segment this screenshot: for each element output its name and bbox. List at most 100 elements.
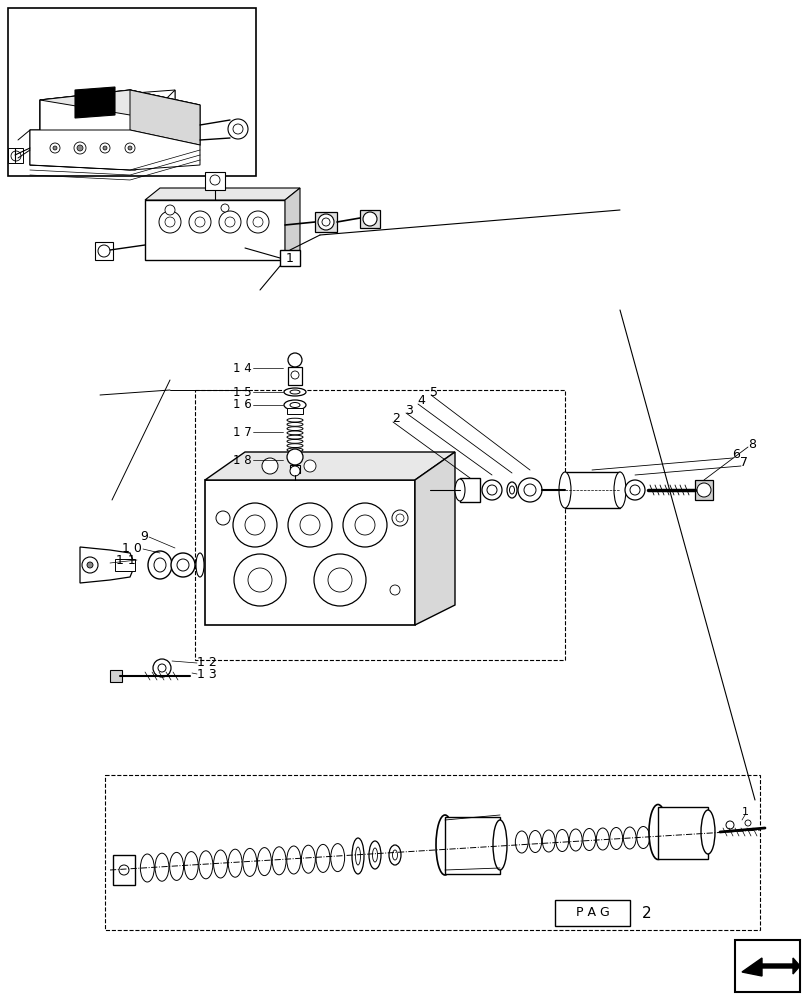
Bar bbox=[445, 817, 500, 874]
Ellipse shape bbox=[493, 820, 507, 870]
Bar bbox=[288, 367, 302, 385]
Circle shape bbox=[50, 143, 60, 153]
Text: 2: 2 bbox=[642, 906, 652, 920]
Ellipse shape bbox=[649, 804, 667, 859]
Circle shape bbox=[262, 458, 278, 474]
Ellipse shape bbox=[287, 431, 303, 435]
Bar bbox=[287, 408, 303, 414]
Circle shape bbox=[125, 143, 135, 153]
Ellipse shape bbox=[583, 828, 595, 850]
Ellipse shape bbox=[141, 854, 154, 882]
Text: 1 4: 1 4 bbox=[234, 361, 252, 374]
Circle shape bbox=[98, 245, 110, 257]
Circle shape bbox=[153, 659, 171, 677]
Bar bbox=[115, 559, 135, 571]
Circle shape bbox=[253, 217, 263, 227]
Ellipse shape bbox=[301, 845, 315, 873]
Text: 2: 2 bbox=[392, 412, 400, 426]
Ellipse shape bbox=[369, 841, 381, 869]
Circle shape bbox=[233, 503, 277, 547]
Circle shape bbox=[355, 515, 375, 535]
Circle shape bbox=[103, 146, 107, 150]
Text: 1 5: 1 5 bbox=[234, 385, 252, 398]
Circle shape bbox=[487, 485, 497, 495]
Circle shape bbox=[77, 145, 83, 151]
Ellipse shape bbox=[290, 390, 300, 394]
Circle shape bbox=[288, 503, 332, 547]
Bar bbox=[555, 900, 630, 926]
Ellipse shape bbox=[258, 848, 271, 876]
Text: 1 0: 1 0 bbox=[122, 542, 142, 556]
Circle shape bbox=[225, 217, 235, 227]
Polygon shape bbox=[75, 87, 115, 118]
Bar bbox=[695, 480, 713, 500]
Polygon shape bbox=[30, 130, 200, 170]
Circle shape bbox=[177, 559, 189, 571]
Polygon shape bbox=[130, 90, 200, 145]
Circle shape bbox=[159, 211, 181, 233]
Circle shape bbox=[234, 554, 286, 606]
Ellipse shape bbox=[436, 815, 454, 875]
Bar bbox=[460, 478, 480, 502]
Bar bbox=[290, 465, 300, 473]
Circle shape bbox=[219, 211, 241, 233]
Ellipse shape bbox=[228, 849, 242, 877]
Ellipse shape bbox=[272, 847, 286, 875]
Ellipse shape bbox=[170, 852, 183, 880]
Circle shape bbox=[165, 217, 175, 227]
Circle shape bbox=[228, 119, 248, 139]
Ellipse shape bbox=[148, 551, 172, 579]
Polygon shape bbox=[40, 90, 175, 130]
Circle shape bbox=[726, 821, 734, 829]
Circle shape bbox=[165, 205, 175, 215]
Circle shape bbox=[195, 217, 205, 227]
Ellipse shape bbox=[701, 810, 715, 854]
Bar bbox=[8, 148, 23, 163]
Bar bbox=[315, 212, 337, 232]
Text: 8: 8 bbox=[748, 438, 756, 450]
Ellipse shape bbox=[287, 422, 303, 426]
Circle shape bbox=[245, 515, 265, 535]
Ellipse shape bbox=[455, 479, 465, 501]
Bar bbox=[735, 940, 800, 992]
Circle shape bbox=[158, 664, 166, 672]
Ellipse shape bbox=[610, 828, 623, 850]
Circle shape bbox=[119, 865, 129, 875]
Text: 1 1: 1 1 bbox=[116, 554, 136, 566]
Ellipse shape bbox=[596, 828, 609, 850]
Polygon shape bbox=[40, 130, 135, 165]
Text: 9: 9 bbox=[140, 530, 148, 544]
Text: 7: 7 bbox=[740, 456, 748, 470]
Polygon shape bbox=[205, 452, 455, 480]
Ellipse shape bbox=[330, 844, 345, 872]
Ellipse shape bbox=[287, 846, 301, 874]
Polygon shape bbox=[135, 90, 175, 130]
Polygon shape bbox=[80, 547, 135, 583]
Polygon shape bbox=[30, 90, 200, 170]
Bar bbox=[658, 807, 708, 859]
Circle shape bbox=[290, 466, 300, 476]
Circle shape bbox=[328, 568, 352, 592]
Text: 1 6: 1 6 bbox=[234, 398, 252, 412]
Bar bbox=[280, 250, 300, 266]
Bar bbox=[195, 390, 565, 660]
Circle shape bbox=[128, 146, 132, 150]
Circle shape bbox=[745, 820, 751, 826]
Circle shape bbox=[524, 484, 536, 496]
Circle shape bbox=[343, 503, 387, 547]
Ellipse shape bbox=[516, 831, 528, 853]
Bar bbox=[105, 775, 760, 930]
Circle shape bbox=[87, 562, 93, 568]
Text: P A G: P A G bbox=[576, 906, 610, 920]
Circle shape bbox=[363, 212, 377, 226]
Circle shape bbox=[322, 218, 330, 226]
Ellipse shape bbox=[199, 851, 213, 879]
Ellipse shape bbox=[542, 830, 555, 852]
Polygon shape bbox=[40, 90, 200, 115]
Text: 1 8: 1 8 bbox=[234, 454, 252, 466]
Circle shape bbox=[82, 557, 98, 573]
Text: 1: 1 bbox=[742, 807, 748, 817]
Ellipse shape bbox=[556, 830, 569, 852]
Ellipse shape bbox=[529, 830, 541, 852]
Ellipse shape bbox=[389, 845, 401, 865]
